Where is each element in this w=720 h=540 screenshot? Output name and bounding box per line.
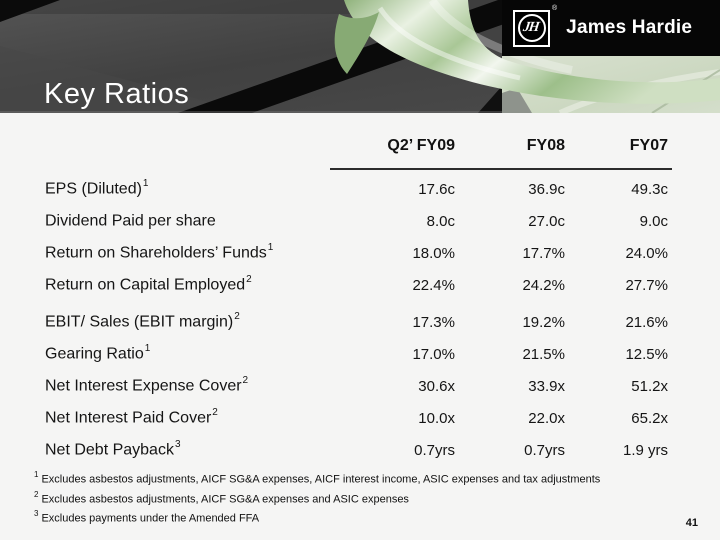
row-label: Return on Capital Employed2: [45, 274, 345, 294]
footnote-marker: 1: [34, 470, 39, 479]
column-header-fy07: FY07: [629, 137, 668, 154]
table-row: Gearing Ratio1 17.0% 21.5% 12.5%: [45, 338, 668, 370]
value-cell-q2fy09: 0.7yrs: [414, 441, 455, 459]
footnote-text: Excludes payments under the Amended FFA: [41, 512, 260, 525]
banner-texture: [0, 46, 250, 113]
footnote-ref: 2: [246, 274, 252, 286]
value-cell-q2fy09: 10.0x: [418, 409, 455, 427]
value-cell-fy08: 22.0x: [528, 409, 565, 427]
footnote-ref: 2: [242, 375, 249, 387]
ribbon-highlight: [377, 6, 521, 81]
value-cell-q2fy09: 18.0%: [412, 244, 455, 262]
row-label: EPS (Diluted)1: [45, 178, 345, 198]
value-cell-fy08: 17.7%: [522, 244, 565, 262]
row-label-text: EPS (Diluted): [45, 180, 142, 198]
value-cell-fy07: 27.7%: [625, 276, 668, 294]
row-label: Net Debt Payback3: [45, 439, 345, 459]
header-banner: Key Ratios JH ® James Hardie: [0, 0, 720, 113]
page-number: 41: [685, 517, 698, 529]
ribbon-highlight: [428, 0, 573, 74]
footnote-text: Excludes asbestos adjustments, AICF SG&A…: [41, 473, 601, 486]
row-label-text: EBIT/ Sales (EBIT margin): [45, 313, 234, 331]
footnote: 3 Excludes payments under the Amended FFA: [34, 507, 600, 527]
header-underline: [330, 168, 672, 170]
row-label-text: Net Interest Paid Cover: [45, 409, 212, 427]
row-label-text: Return on Capital Employed: [45, 276, 246, 294]
value-cell-fy07: 12.5%: [625, 345, 668, 363]
row-label: Return on Shareholders’ Funds1: [45, 242, 345, 262]
table-row: Dividend Paid per share 8.0c 27.0c 9.0c: [45, 205, 668, 237]
value-cell-fy08: 19.2%: [522, 313, 565, 331]
footnote: 1 Excludes asbestos adjustments, AICF SG&…: [34, 468, 600, 488]
value-cell-q2fy09: 17.6c: [418, 180, 455, 198]
row-label: EBIT/ Sales (EBIT margin)2: [45, 311, 345, 331]
footnote: 2 Excludes asbestos adjustments, AICF SG&…: [34, 488, 600, 508]
value-cell-q2fy09: 17.0%: [412, 345, 455, 363]
panel-shadow: [502, 88, 532, 113]
footnote-ref: 2: [234, 311, 240, 323]
value-cell-q2fy09: 22.4%: [412, 276, 455, 294]
footnote-ref: 3: [174, 439, 181, 451]
james-hardie-logo: JH ® James Hardie: [502, 0, 720, 56]
footnote-ref: 2: [212, 407, 218, 419]
key-ratios-table: EPS (Diluted)1 17.6c 36.9c 49.3c Dividen…: [45, 173, 668, 466]
column-header-fy08: FY08: [526, 137, 565, 154]
jh-monogram-icon: JH: [513, 9, 550, 47]
row-label: Net Interest Paid Cover2: [45, 407, 345, 427]
value-cell-fy08: 24.2%: [522, 276, 565, 294]
value-cell-fy07: 49.3c: [631, 180, 668, 198]
footnote-ref: 1: [144, 343, 151, 355]
green-ribbon-graphic: [344, 0, 720, 104]
slide-title: Key Ratios: [44, 78, 190, 110]
row-label-text: Net Debt Payback: [45, 441, 174, 459]
footnotes: 1 Excludes asbestos adjustments, AICF SG&…: [34, 468, 600, 527]
footnote-text: Excludes asbestos adjustments, AICF SG&A…: [41, 493, 409, 506]
value-cell-fy07: 21.6%: [625, 313, 668, 331]
value-cell-q2fy09: 8.0c: [426, 212, 455, 230]
value-cell-q2fy09: 17.3%: [412, 313, 455, 331]
table-row: Net Debt Payback3 0.7yrs 0.7yrs 1.9 yrs: [45, 434, 668, 466]
table-row: EPS (Diluted)1 17.6c 36.9c 49.3c: [45, 173, 668, 205]
column-header-q2fy09: Q2’ FY09: [387, 137, 455, 154]
value-cell-fy08: 36.9c: [528, 180, 565, 198]
value-cell-q2fy09: 30.6x: [418, 377, 455, 395]
table-header: Q2’ FY09 FY08 FY07: [45, 134, 668, 158]
row-label-text: Return on Shareholders’ Funds: [45, 244, 267, 262]
value-cell-fy07: 65.2x: [631, 409, 668, 427]
footnote-marker: 3: [34, 509, 39, 519]
value-cell-fy08: 0.7yrs: [524, 441, 565, 459]
row-label: Net Interest Expense Cover2: [45, 375, 345, 395]
table-row: EBIT/ Sales (EBIT margin)2 17.3% 19.2% 2…: [45, 306, 668, 338]
value-cell-fy08: 27.0c: [528, 212, 565, 230]
row-label-text: Net Interest Expense Cover: [45, 377, 242, 395]
row-label: Gearing Ratio1: [45, 343, 345, 363]
table-row: Return on Shareholders’ Funds1 18.0% 17.…: [45, 237, 668, 269]
table-row: Return on Capital Employed2 22.4% 24.2% …: [45, 269, 668, 301]
value-cell-fy08: 33.9x: [528, 377, 565, 395]
value-cell-fy07: 51.2x: [631, 377, 668, 395]
row-label-text: Dividend Paid per share: [45, 212, 216, 230]
value-cell-fy07: 1.9 yrs: [622, 441, 668, 459]
jh-circle: JH: [517, 14, 546, 42]
table-row: Net Interest Expense Cover2 30.6x 33.9x …: [45, 370, 668, 402]
corner-stripe: [0, 0, 60, 22]
footnote-marker: 2: [34, 489, 39, 499]
value-cell-fy08: 21.5%: [522, 345, 565, 363]
footnote-ref: 1: [267, 242, 274, 254]
brand-name: James Hardie: [566, 17, 693, 38]
row-label: Dividend Paid per share: [45, 211, 345, 230]
diagonal-stripe-end: [478, 86, 502, 113]
leaf-tip-graphic: [334, 12, 379, 74]
value-cell-fy07: 9.0c: [639, 212, 668, 230]
jh-letters: JH: [522, 20, 540, 35]
value-cell-fy07: 24.0%: [625, 244, 668, 262]
table-row: Net Interest Paid Cover2 10.0x 22.0x 65.…: [45, 402, 668, 434]
footnote-ref: 1: [142, 178, 149, 190]
banner-bottom-edge: [0, 111, 502, 113]
registered-mark: ®: [552, 5, 558, 12]
row-label-text: Gearing Ratio: [45, 345, 144, 363]
